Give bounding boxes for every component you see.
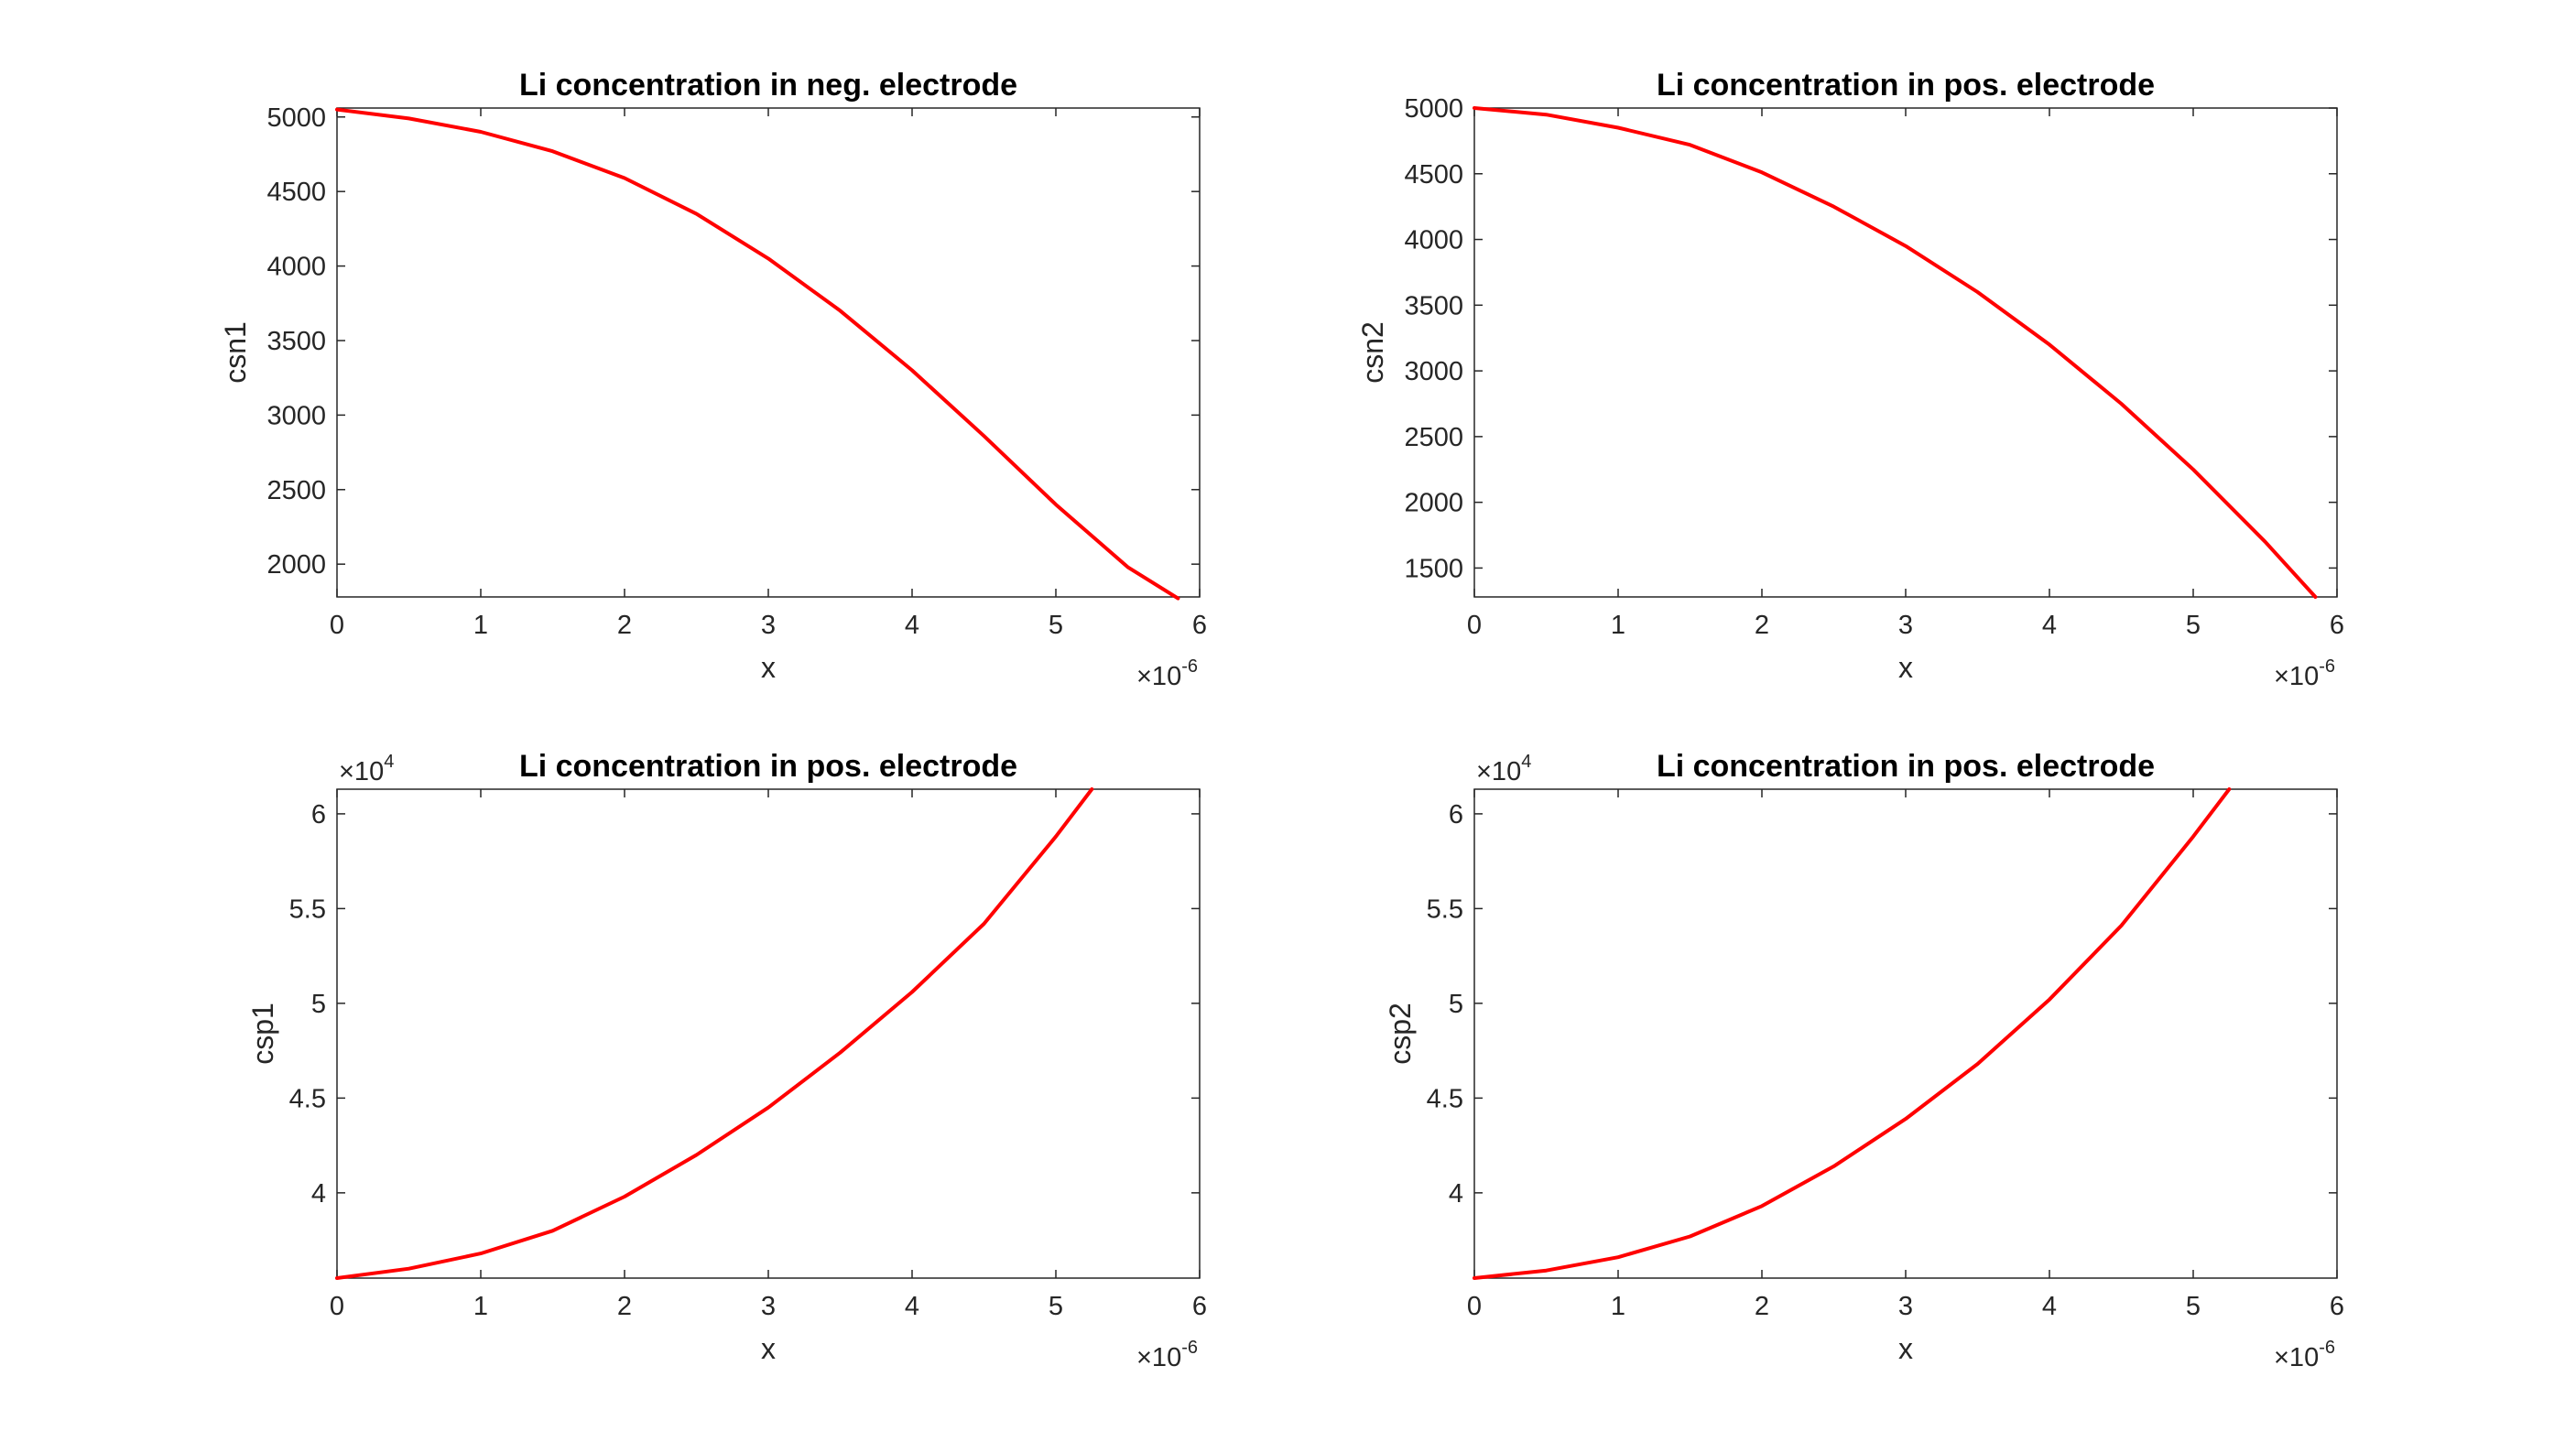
x-exponent-base: ×10 xyxy=(1136,1343,1181,1372)
y-exponent-power: 4 xyxy=(384,752,394,772)
x-tick-label: 3 xyxy=(1898,611,1913,640)
chart-title: Li concentration in pos. electrode xyxy=(1657,68,2155,103)
x-tick-label: 5 xyxy=(1049,1292,1063,1321)
y-tick-label: 2000 xyxy=(266,550,326,580)
y-tick-label: 6 xyxy=(1449,800,1463,829)
x-axis-label: x xyxy=(1898,1332,1913,1365)
x-tick-label: 3 xyxy=(761,611,776,640)
y-exponent-label: ×104 xyxy=(339,752,394,786)
y-tick-label: 3000 xyxy=(1404,357,1463,386)
series-line xyxy=(1473,106,2318,599)
y-exponent-power: 4 xyxy=(1521,752,1531,772)
x-exponent-power: -6 xyxy=(2319,1338,2335,1358)
chart-title: Li concentration in pos. electrode xyxy=(1657,749,2155,784)
x-tick-label: 1 xyxy=(1611,1292,1625,1321)
y-tick-label: 1500 xyxy=(1404,554,1463,583)
x-tick-label: 0 xyxy=(330,1292,344,1321)
x-tick-label: 0 xyxy=(1467,1292,1482,1321)
x-exponent-base: ×10 xyxy=(1136,662,1181,691)
axes-frame xyxy=(336,788,1201,1279)
x-tick-label: 4 xyxy=(905,611,919,640)
x-tick-label: 1 xyxy=(473,1292,488,1321)
y-tick-label: 4 xyxy=(311,1179,326,1209)
y-tick-label: 4.5 xyxy=(1427,1084,1463,1113)
x-exponent-label: ×10-6 xyxy=(2274,1338,2335,1372)
x-tick-label: 6 xyxy=(1192,611,1207,640)
y-tick-label: 4500 xyxy=(1404,160,1463,190)
y-tick-label: 4000 xyxy=(1404,226,1463,255)
y-tick-label: 3000 xyxy=(266,401,326,430)
chart-panel-4: Li concentration in pos. electrode 0 1 2 3 4 5… xyxy=(1384,749,2344,1372)
x-tick-label: 2 xyxy=(1755,611,1769,640)
y-tick-label: 4000 xyxy=(266,253,326,282)
x-tick-label: 5 xyxy=(2186,1292,2201,1321)
y-tick-label: 2000 xyxy=(1404,489,1463,518)
y-tick-label: 2500 xyxy=(1404,423,1463,452)
x-axis-label: x xyxy=(761,1332,776,1365)
y-exponent-label: ×104 xyxy=(1476,752,1531,786)
chart-panel-3: Li concentration in pos. electrode 0 1 2 3 4 5… xyxy=(246,749,1207,1372)
x-tick-label: 3 xyxy=(1898,1292,1913,1321)
y-axis-label: csn2 xyxy=(1356,321,1389,384)
x-tick-label: 4 xyxy=(2042,611,2057,640)
x-tick-label: 2 xyxy=(1755,1292,1769,1321)
y-tick-label: 5.5 xyxy=(1427,894,1463,924)
y-exponent-base: ×10 xyxy=(1476,757,1521,786)
y-tick-label: 3500 xyxy=(1404,291,1463,320)
x-axis-label: x xyxy=(1898,651,1913,684)
y-tick-label: 5 xyxy=(1449,990,1463,1019)
series-line xyxy=(335,787,1094,1280)
chart-title: Li concentration in pos. electrode xyxy=(519,749,1017,784)
axes-frame xyxy=(1473,107,2338,598)
x-axis-label: x xyxy=(761,651,776,684)
series-line xyxy=(1473,787,2232,1280)
y-tick-label: 3500 xyxy=(266,327,326,356)
x-tick-label: 4 xyxy=(2042,1292,2057,1321)
series-line xyxy=(335,107,1180,601)
y-exponent-base: ×10 xyxy=(339,757,384,786)
x-exponent-base: ×10 xyxy=(2274,1343,2319,1372)
x-tick-label: 1 xyxy=(473,611,488,640)
y-tick-label: 5.5 xyxy=(289,894,326,924)
x-tick-label: 4 xyxy=(905,1292,919,1321)
x-tick-label: 0 xyxy=(1467,611,1482,640)
y-axis-label: csp1 xyxy=(246,1003,279,1065)
x-exponent-power: -6 xyxy=(1181,656,1198,677)
x-tick-label: 2 xyxy=(617,1292,632,1321)
y-tick-label: 5000 xyxy=(1404,94,1463,124)
x-tick-label: 0 xyxy=(330,611,344,640)
x-tick-label: 1 xyxy=(1611,611,1625,640)
axes-frame xyxy=(336,107,1201,598)
x-exponent-label: ×10-6 xyxy=(1136,1338,1198,1372)
y-tick-label: 5 xyxy=(311,990,326,1019)
y-axis-label: csn1 xyxy=(219,321,252,384)
x-exponent-base: ×10 xyxy=(2274,662,2319,691)
x-tick-label: 6 xyxy=(2330,611,2344,640)
y-tick-label: 6 xyxy=(311,800,326,829)
x-exponent-label: ×10-6 xyxy=(2274,656,2335,691)
x-exponent-label: ×10-6 xyxy=(1136,656,1198,691)
x-tick-label: 6 xyxy=(1192,1292,1207,1321)
x-exponent-power: -6 xyxy=(1181,1338,1198,1358)
chart-title: Li concentration in neg. electrode xyxy=(519,68,1017,103)
y-tick-label: 4.5 xyxy=(289,1084,326,1113)
x-tick-label: 2 xyxy=(617,611,632,640)
x-tick-label: 5 xyxy=(2186,611,2201,640)
x-tick-label: 6 xyxy=(2330,1292,2344,1321)
x-tick-label: 5 xyxy=(1049,611,1063,640)
y-axis-label: csp2 xyxy=(1384,1003,1417,1065)
x-tick-label: 3 xyxy=(761,1292,776,1321)
axes-frame xyxy=(1473,788,2338,1279)
y-tick-label: 2500 xyxy=(266,476,326,505)
y-tick-label: 4500 xyxy=(266,178,326,207)
y-tick-label: 5000 xyxy=(266,103,326,133)
y-tick-label: 4 xyxy=(1449,1179,1463,1209)
x-exponent-power: -6 xyxy=(2319,656,2335,677)
